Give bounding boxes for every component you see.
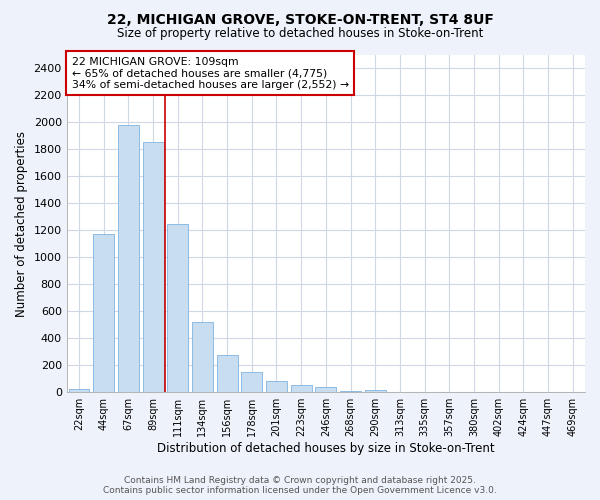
Y-axis label: Number of detached properties: Number of detached properties (15, 130, 28, 316)
Bar (266, 380, 287, 392)
Text: Contains HM Land Registry data © Crown copyright and database right 2025.
Contai: Contains HM Land Registry data © Crown c… (103, 476, 497, 495)
Text: 22, MICHIGAN GROVE, STOKE-ON-TRENT, ST4 8UF: 22, MICHIGAN GROVE, STOKE-ON-TRENT, ST4 … (107, 12, 493, 26)
Text: Size of property relative to detached houses in Stoke-on-Trent: Size of property relative to detached ho… (117, 28, 483, 40)
Bar (93, 234, 114, 392)
Bar (118, 125, 139, 392)
Text: 22 MICHIGAN GROVE: 109sqm
← 65% of detached houses are smaller (4,775)
34% of se: 22 MICHIGAN GROVE: 109sqm ← 65% of detac… (72, 56, 349, 90)
Bar (365, 390, 386, 392)
Bar (167, 224, 188, 392)
Bar (290, 386, 311, 392)
Bar (340, 391, 361, 392)
X-axis label: Distribution of detached houses by size in Stoke-on-Trent: Distribution of detached houses by size … (157, 442, 494, 455)
Bar (217, 355, 238, 392)
Bar (192, 322, 213, 392)
Bar (68, 389, 89, 392)
Bar (143, 142, 164, 392)
Bar (241, 372, 262, 392)
Bar (316, 387, 337, 392)
